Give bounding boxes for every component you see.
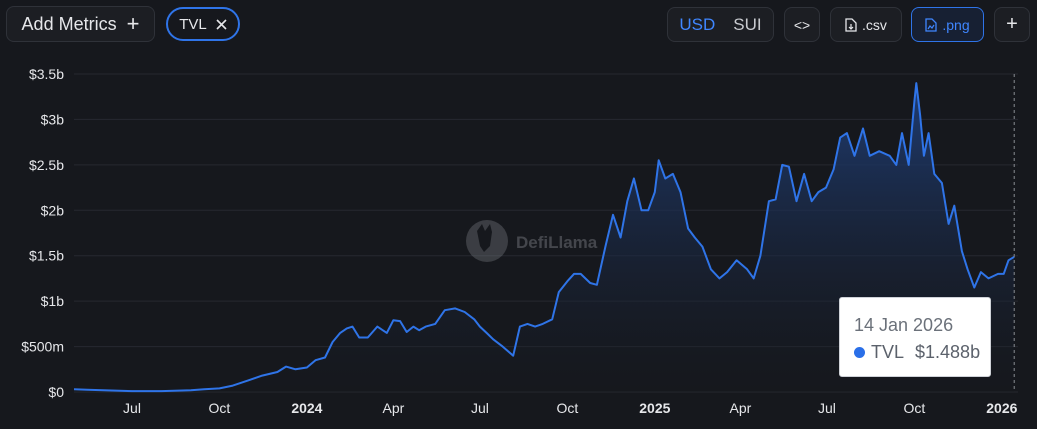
x-tick-label: 2026 (986, 400, 1017, 416)
y-tick-label: $2.5b (29, 157, 64, 173)
plus-icon: + (1006, 13, 1018, 35)
y-tick-label: $3.5b (29, 66, 64, 82)
y-tick-label: $1b (41, 293, 65, 309)
y-tick-label: $1.5b (29, 248, 64, 264)
grid-lines (74, 73, 1018, 393)
y-tick-label: $3b (41, 111, 65, 127)
y-axis-labels: $0 $500m $1b $1.5b $2b $2.5b $3b $3.5b (21, 66, 64, 400)
x-tick-label: Oct (903, 400, 925, 416)
tvl-metric-chip[interactable]: TVL (166, 7, 240, 41)
currency-toggle: USD SUI (667, 7, 774, 42)
x-tick-label: 2024 (291, 400, 322, 416)
series-line-tvl (73, 82, 1015, 393)
watermark-text: DefiLlama (516, 233, 598, 252)
tvl-area-fill (74, 83, 1015, 392)
tooltip-series-name: TVL (871, 342, 905, 362)
x-tick-label: 2025 (639, 400, 670, 416)
embed-button[interactable]: <> (784, 7, 820, 42)
x-tick-label: Oct (209, 400, 231, 416)
currency-sui-option[interactable]: SUI (733, 14, 762, 34)
y-tick-label: $2b (41, 202, 65, 218)
csv-label: .csv (862, 16, 887, 33)
tooltip-value: $1.488b (915, 342, 981, 362)
x-tick-label: Jul (123, 400, 141, 416)
x-tick-label: Oct (556, 400, 578, 416)
download-png-button[interactable]: .png (911, 7, 984, 42)
currency-usd-option[interactable]: USD (679, 14, 716, 34)
y-tick-label: $500m (21, 339, 64, 355)
x-tick-label: Jul (818, 400, 836, 416)
x-tick-label: Apr (730, 400, 752, 416)
add-metrics-label: Add Metrics (21, 13, 117, 34)
file-download-icon (845, 17, 857, 32)
close-icon[interactable] (216, 18, 227, 30)
tooltip-date: 14 Jan 2026 (854, 315, 954, 335)
file-image-icon (925, 17, 938, 32)
plus-icon: + (126, 11, 140, 36)
defillama-logo-icon (466, 220, 508, 262)
x-tick-label: Jul (471, 400, 489, 416)
code-icon: <> (793, 16, 811, 33)
png-label: .png (942, 16, 970, 33)
x-tick-label: Apr (383, 400, 405, 416)
defillama-watermark: DefiLlama (466, 220, 598, 262)
add-metrics-button[interactable]: Add Metrics + (6, 6, 155, 42)
add-chart-button[interactable]: + (994, 7, 1030, 42)
chart-tooltip: 14 Jan 2026 TVL $1.488b (839, 297, 991, 377)
series-dot-icon (854, 347, 865, 358)
y-tick-label: $0 (48, 384, 64, 400)
x-axis-labels: Jul Oct 2024 Apr Jul Oct 2025 Apr Jul Oct 2026 (123, 400, 1018, 416)
tvl-chip-label: TVL (179, 15, 207, 33)
download-csv-button[interactable]: .csv (830, 7, 902, 42)
